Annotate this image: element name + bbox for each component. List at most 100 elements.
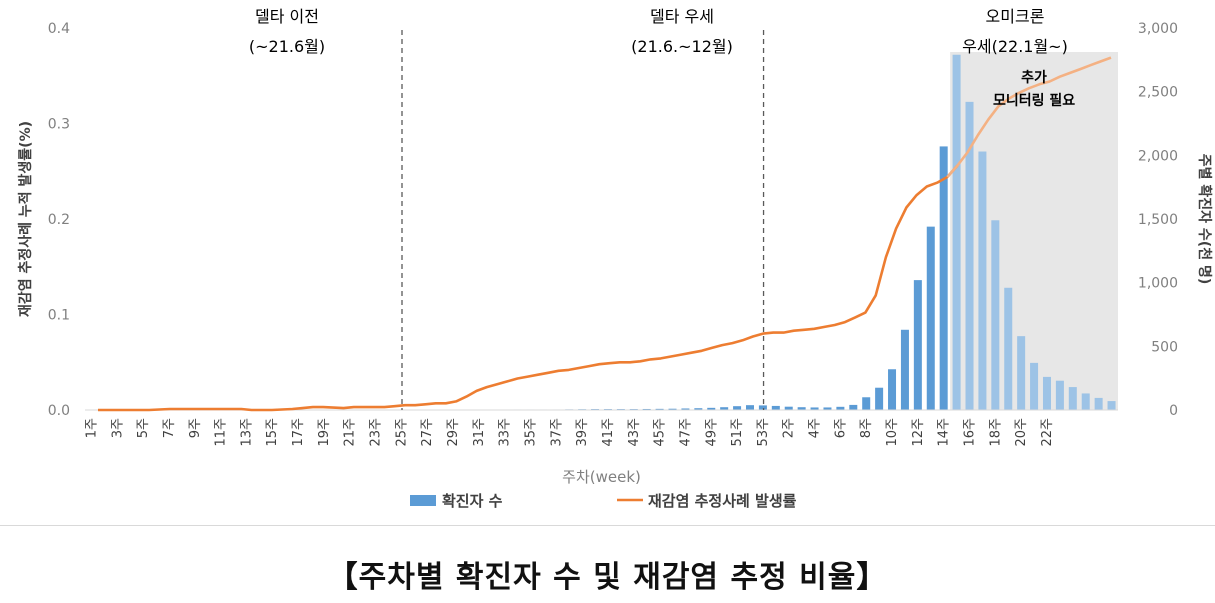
bar — [900, 329, 909, 410]
bar — [784, 406, 793, 410]
x-tick-label: 43주 — [627, 418, 642, 447]
x-tick-label: 14주 — [937, 418, 952, 447]
bar — [1107, 401, 1116, 410]
bar — [1017, 336, 1026, 410]
x-tick-label: 18주 — [988, 418, 1003, 447]
x-tick-label: 6주 — [833, 418, 848, 438]
bar — [797, 407, 806, 410]
x-tick-label: 9주 — [188, 418, 203, 438]
bar-series — [474, 54, 1116, 411]
bar — [720, 407, 729, 410]
y-left-tick-label: 0.0 — [48, 403, 70, 419]
x-tick-label: 15주 — [265, 418, 280, 447]
y-right-tick-label: 500 — [1151, 339, 1178, 355]
period-label-line1: 델타 이전 — [255, 7, 319, 26]
x-tick-label: 37주 — [549, 418, 564, 447]
x-tick-label: 7주 — [162, 418, 177, 438]
shade-label-line2: 모니터링 필요 — [993, 92, 1075, 109]
x-tick-label: 53주 — [756, 418, 771, 447]
axes: 0.0 0.1 0.2 0.3 0.4 0 500 1,000 1,500 2,000 2,500 3… — [17, 21, 1213, 486]
bar — [1055, 380, 1064, 410]
bar — [926, 226, 935, 410]
chart-figure: 0.0 0.1 0.2 0.3 0.4 0 500 1,000 1,500 2,000 2,500 3… — [17, 7, 1213, 510]
bar — [913, 280, 922, 410]
x-tick-label: 35주 — [523, 418, 538, 447]
bar — [823, 407, 832, 410]
bar — [1068, 387, 1077, 410]
x-tick-label: 23주 — [369, 418, 384, 447]
bar — [1094, 397, 1103, 410]
x-tick-label: 41주 — [601, 418, 616, 447]
x-tick-label: 47주 — [678, 418, 693, 447]
x-tick-label: 49주 — [704, 418, 719, 447]
x-tick-label: 51주 — [730, 418, 745, 447]
bar — [642, 408, 651, 410]
y-right-tick-label: 2,000 — [1138, 148, 1178, 164]
period-label-line2: (21.6.~12월) — [631, 37, 733, 56]
bar — [1004, 287, 1013, 410]
bar — [681, 408, 690, 410]
x-tick-label: 2주 — [782, 418, 797, 438]
legend-bar-label: 확진자 수 — [442, 492, 503, 510]
bar — [707, 407, 716, 410]
period-label-line2: 우세(22.1월~) — [962, 37, 1068, 56]
rate-line-monitoring — [946, 56, 1112, 178]
y-right-tick-label: 2,500 — [1138, 85, 1178, 101]
x-tick-label: 4주 — [808, 418, 823, 438]
y-right-tick-label: 1,500 — [1138, 212, 1178, 228]
x-tick-label: 20주 — [1014, 418, 1029, 447]
y-left-tick-label: 0.2 — [48, 212, 70, 228]
y-right-tick-label: 0 — [1169, 403, 1178, 419]
period-label-line2: (~21.6월) — [249, 37, 325, 56]
bar — [875, 387, 884, 410]
y-right-tick-label: 3,000 — [1138, 21, 1178, 37]
x-tick-label: 1주 — [84, 418, 99, 438]
x-tick-label: 31주 — [472, 418, 487, 447]
y-right-tick-label: 1,000 — [1138, 276, 1178, 292]
bar — [836, 406, 845, 410]
x-tick-label: 10주 — [885, 418, 900, 447]
bar — [862, 397, 871, 410]
bar — [965, 101, 974, 410]
bar — [694, 408, 703, 410]
y-right-axis-title: 주별 확진자 수(천 명) — [1196, 154, 1213, 284]
x-axis-title: 주차(week) — [562, 468, 641, 486]
legend-bar-swatch — [410, 495, 436, 506]
x-tick-label: 3주 — [110, 418, 125, 438]
period-label-line1: 오미크론 — [986, 7, 1045, 26]
line-series — [98, 56, 1112, 412]
monitoring-shade — [950, 52, 1118, 410]
shade-label-line1: 추가 — [1021, 70, 1047, 86]
bar — [952, 54, 961, 411]
bar — [991, 220, 1000, 410]
bar — [978, 151, 987, 410]
x-tick-label: 22주 — [1040, 418, 1055, 447]
x-tick-label: 21주 — [343, 418, 358, 447]
y-left-axis-title: 재감염 추정사례 누적 발생률(%) — [17, 121, 34, 317]
x-tick-label: 29주 — [446, 418, 461, 447]
bar — [745, 405, 754, 410]
bar — [1030, 362, 1039, 410]
x-tick-label: 27주 — [420, 418, 435, 447]
bar — [771, 405, 780, 410]
y-left-tick-label: 0.4 — [48, 21, 70, 37]
bar — [733, 406, 742, 410]
caption-divider — [0, 525, 1215, 526]
monitoring-shade-layer — [950, 52, 1118, 410]
bar — [810, 407, 819, 410]
figure-caption: 【주차별 확진자 수 및 재감염 추정 비율】 — [327, 560, 888, 595]
bar — [668, 408, 677, 410]
x-tick-label: 25주 — [394, 418, 409, 447]
bar — [1042, 376, 1051, 410]
rate-line — [98, 164, 959, 412]
x-tick-label: 33주 — [498, 418, 513, 447]
x-tick-label: 8주 — [859, 418, 874, 438]
x-tick-label: 45주 — [653, 418, 668, 447]
bar — [1081, 393, 1090, 410]
x-tick-label: 16주 — [963, 418, 978, 447]
x-tick-label: 5주 — [136, 418, 151, 438]
bar — [888, 369, 897, 410]
y-left-tick-label: 0.3 — [48, 117, 70, 133]
period-label-line1: 델타 우세 — [650, 7, 714, 26]
